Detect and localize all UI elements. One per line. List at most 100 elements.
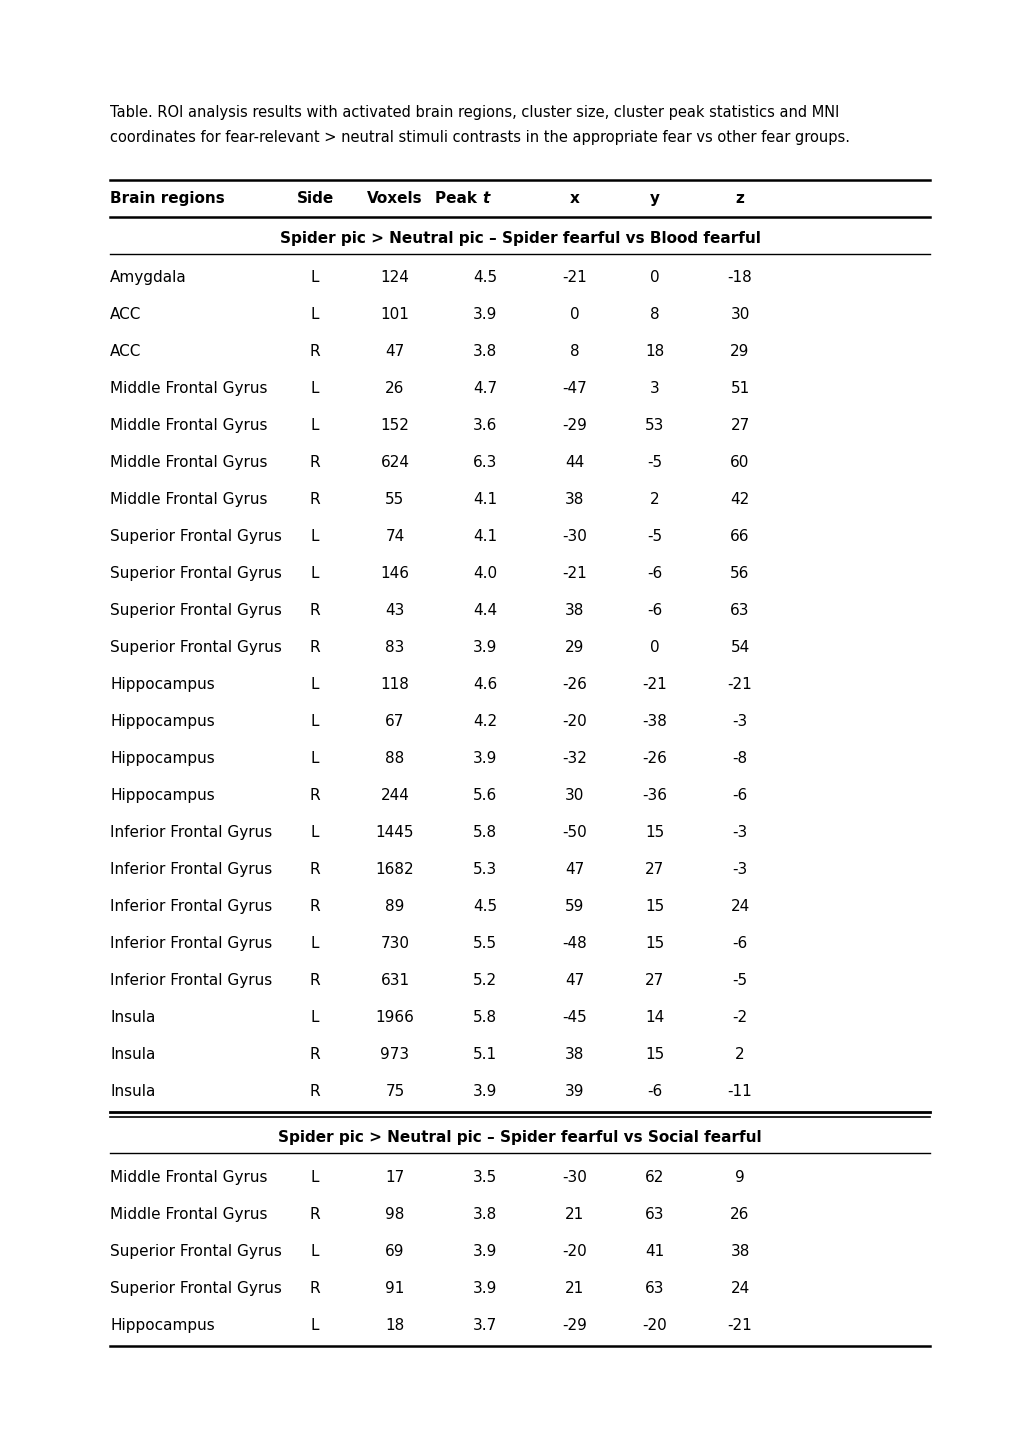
Text: 1445: 1445 bbox=[375, 825, 414, 840]
Text: 4.5: 4.5 bbox=[473, 270, 496, 286]
Text: 4.5: 4.5 bbox=[473, 899, 496, 915]
Text: 8: 8 bbox=[570, 345, 579, 359]
Text: 3.9: 3.9 bbox=[473, 752, 496, 766]
Text: 3.9: 3.9 bbox=[473, 307, 496, 322]
Text: 18: 18 bbox=[385, 1317, 405, 1333]
Text: 15: 15 bbox=[645, 1048, 664, 1062]
Text: 4.6: 4.6 bbox=[473, 677, 496, 693]
Text: y: y bbox=[649, 190, 659, 206]
Text: 30: 30 bbox=[730, 307, 749, 322]
Text: -50: -50 bbox=[562, 825, 587, 840]
Text: 18: 18 bbox=[645, 345, 664, 359]
Text: ACC: ACC bbox=[110, 345, 142, 359]
Text: 14: 14 bbox=[645, 1010, 664, 1025]
Text: Middle Frontal Gyrus: Middle Frontal Gyrus bbox=[110, 418, 267, 433]
Text: L: L bbox=[311, 307, 319, 322]
Text: 118: 118 bbox=[380, 677, 409, 693]
Text: Hippocampus: Hippocampus bbox=[110, 677, 215, 693]
Text: 60: 60 bbox=[730, 455, 749, 470]
Text: L: L bbox=[311, 825, 319, 840]
Text: 4.1: 4.1 bbox=[473, 530, 496, 544]
Text: 4.1: 4.1 bbox=[473, 492, 496, 506]
Text: -26: -26 bbox=[562, 677, 587, 693]
Text: L: L bbox=[311, 677, 319, 693]
Text: L: L bbox=[311, 1010, 319, 1025]
Text: 17: 17 bbox=[385, 1170, 405, 1185]
Text: Superior Frontal Gyrus: Superior Frontal Gyrus bbox=[110, 530, 281, 544]
Text: -30: -30 bbox=[562, 1170, 587, 1185]
Text: -6: -6 bbox=[647, 603, 662, 618]
Text: 83: 83 bbox=[385, 641, 405, 655]
Text: Superior Frontal Gyrus: Superior Frontal Gyrus bbox=[110, 1244, 281, 1258]
Text: 38: 38 bbox=[565, 1048, 584, 1062]
Text: 5.6: 5.6 bbox=[473, 788, 496, 804]
Text: L: L bbox=[311, 714, 319, 729]
Text: t: t bbox=[482, 190, 489, 206]
Text: 3.6: 3.6 bbox=[473, 418, 496, 433]
Text: 21: 21 bbox=[565, 1206, 584, 1222]
Text: -45: -45 bbox=[562, 1010, 587, 1025]
Text: ACC: ACC bbox=[110, 307, 142, 322]
Text: -5: -5 bbox=[647, 455, 662, 470]
Text: Superior Frontal Gyrus: Superior Frontal Gyrus bbox=[110, 566, 281, 582]
Text: 3.8: 3.8 bbox=[473, 345, 496, 359]
Text: Superior Frontal Gyrus: Superior Frontal Gyrus bbox=[110, 603, 281, 618]
Text: 39: 39 bbox=[565, 1084, 584, 1100]
Text: Middle Frontal Gyrus: Middle Frontal Gyrus bbox=[110, 1206, 267, 1222]
Text: 42: 42 bbox=[730, 492, 749, 506]
Text: Superior Frontal Gyrus: Superior Frontal Gyrus bbox=[110, 641, 281, 655]
Text: 5.3: 5.3 bbox=[473, 861, 496, 877]
Text: 41: 41 bbox=[645, 1244, 664, 1258]
Text: 26: 26 bbox=[385, 381, 405, 397]
Text: -3: -3 bbox=[732, 714, 747, 729]
Text: 27: 27 bbox=[645, 973, 664, 988]
Text: -21: -21 bbox=[727, 677, 752, 693]
Text: 5.8: 5.8 bbox=[473, 1010, 496, 1025]
Text: Amygdala: Amygdala bbox=[110, 270, 186, 286]
Text: 47: 47 bbox=[385, 345, 405, 359]
Text: Side: Side bbox=[297, 190, 333, 206]
Text: 0: 0 bbox=[570, 307, 579, 322]
Text: L: L bbox=[311, 530, 319, 544]
Text: Insula: Insula bbox=[110, 1048, 155, 1062]
Text: 30: 30 bbox=[565, 788, 584, 804]
Text: x: x bbox=[570, 190, 580, 206]
Text: -48: -48 bbox=[562, 937, 587, 951]
Text: Hippocampus: Hippocampus bbox=[110, 752, 215, 766]
Text: R: R bbox=[310, 973, 320, 988]
Text: 146: 146 bbox=[380, 566, 409, 582]
Text: 38: 38 bbox=[565, 603, 584, 618]
Text: 88: 88 bbox=[385, 752, 405, 766]
Text: R: R bbox=[310, 345, 320, 359]
Text: 3.8: 3.8 bbox=[473, 1206, 496, 1222]
Text: R: R bbox=[310, 861, 320, 877]
Text: 6.3: 6.3 bbox=[473, 455, 496, 470]
Text: -5: -5 bbox=[732, 973, 747, 988]
Text: Inferior Frontal Gyrus: Inferior Frontal Gyrus bbox=[110, 825, 272, 840]
Text: 29: 29 bbox=[565, 641, 584, 655]
Text: 89: 89 bbox=[385, 899, 405, 915]
Text: coordinates for fear-relevant > neutral stimuli contrasts in the appropriate fea: coordinates for fear-relevant > neutral … bbox=[110, 130, 849, 146]
Text: R: R bbox=[310, 641, 320, 655]
Text: 730: 730 bbox=[380, 937, 409, 951]
Text: -3: -3 bbox=[732, 861, 747, 877]
Text: 2: 2 bbox=[649, 492, 659, 506]
Text: 15: 15 bbox=[645, 937, 664, 951]
Text: 63: 63 bbox=[645, 1206, 664, 1222]
Text: Middle Frontal Gyrus: Middle Frontal Gyrus bbox=[110, 1170, 267, 1185]
Text: Hippocampus: Hippocampus bbox=[110, 714, 215, 729]
Text: 631: 631 bbox=[380, 973, 410, 988]
Text: R: R bbox=[310, 899, 320, 915]
Text: -38: -38 bbox=[642, 714, 666, 729]
Text: 3.7: 3.7 bbox=[473, 1317, 496, 1333]
Text: 62: 62 bbox=[645, 1170, 664, 1185]
Text: 4.4: 4.4 bbox=[473, 603, 496, 618]
Text: R: R bbox=[310, 1206, 320, 1222]
Text: 38: 38 bbox=[730, 1244, 749, 1258]
Text: 15: 15 bbox=[645, 899, 664, 915]
Text: Inferior Frontal Gyrus: Inferior Frontal Gyrus bbox=[110, 861, 272, 877]
Text: z: z bbox=[735, 190, 744, 206]
Text: 624: 624 bbox=[380, 455, 409, 470]
Text: 124: 124 bbox=[380, 270, 409, 286]
Text: -21: -21 bbox=[562, 270, 587, 286]
